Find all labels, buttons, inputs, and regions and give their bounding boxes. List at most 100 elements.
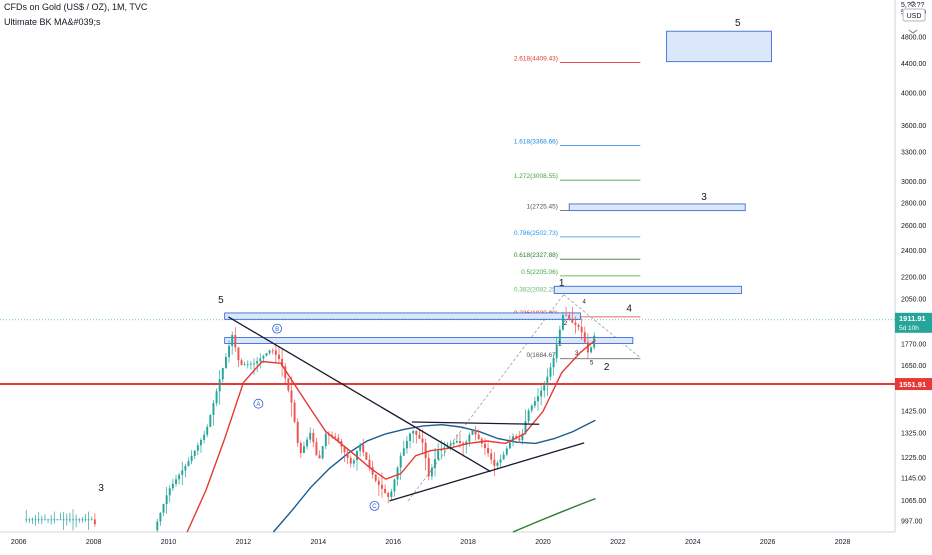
price-axis-bg xyxy=(895,0,932,550)
candle-body xyxy=(487,448,490,454)
y-tick-label: 4800.00 xyxy=(901,34,926,41)
candle-body xyxy=(178,474,181,480)
candle-body xyxy=(368,459,371,468)
candle-body xyxy=(162,504,165,513)
fib-level-label: 1.272(3008.55) xyxy=(514,173,558,180)
x-tick-label: 2008 xyxy=(86,539,102,546)
candle-body xyxy=(287,378,290,391)
candle-body xyxy=(537,396,539,402)
candle-body xyxy=(318,455,321,459)
candle-body xyxy=(168,488,171,496)
candle-body xyxy=(259,358,262,362)
candle-body xyxy=(561,315,564,330)
wave-circle xyxy=(253,398,264,409)
candles xyxy=(25,306,596,532)
candle-body xyxy=(334,436,337,438)
y-tick-label: 1065.00 xyxy=(901,498,926,505)
candle-body xyxy=(518,438,521,441)
candle-body xyxy=(312,432,315,443)
candle-body xyxy=(209,414,212,427)
candle-body xyxy=(50,519,53,521)
chevron-down-icon-path xyxy=(908,29,918,34)
candle-body xyxy=(405,441,408,449)
candle-body xyxy=(200,440,202,446)
target-zone xyxy=(224,337,634,344)
candle-body xyxy=(249,363,252,365)
wave-label: 2 xyxy=(564,321,568,327)
candle-body xyxy=(90,519,93,521)
candle-body xyxy=(324,433,327,447)
candle-body xyxy=(299,442,302,453)
candle-body xyxy=(231,334,234,347)
wave-circle xyxy=(369,500,380,511)
ma-long-line xyxy=(512,497,596,533)
candle-body xyxy=(253,363,255,365)
y-tick-label: 3300.00 xyxy=(901,150,926,157)
candle-body xyxy=(56,519,59,521)
wave-label: 4 xyxy=(583,300,587,306)
candle-body xyxy=(156,521,159,531)
candle-body xyxy=(240,360,243,365)
candle-body xyxy=(415,430,418,435)
candle-body xyxy=(184,465,187,471)
candle-body xyxy=(543,383,546,391)
candle-body xyxy=(237,347,240,361)
candle-body xyxy=(190,455,193,462)
candle-body xyxy=(159,512,162,522)
y-tick-label: 1770.00 xyxy=(901,342,926,349)
y-tick-label: 2600.00 xyxy=(901,223,926,230)
target-zone xyxy=(553,285,742,294)
x-tick-label: 2028 xyxy=(835,539,851,546)
candle-body xyxy=(28,519,31,521)
candle-body xyxy=(87,519,90,521)
candle-body xyxy=(421,438,424,443)
ma-slow-line xyxy=(272,419,596,533)
candle-body xyxy=(59,519,62,521)
wave-circle-label: B xyxy=(272,323,283,334)
x-tick-label: 2022 xyxy=(610,539,626,546)
wave-label: 5 xyxy=(590,360,594,366)
candle-body xyxy=(571,318,574,323)
fib-level-label: 0(1684.67) xyxy=(527,352,558,359)
candle-body xyxy=(437,450,440,460)
candle-body xyxy=(412,430,415,434)
candle-body xyxy=(31,519,34,521)
candle-body xyxy=(455,440,458,443)
candle-body xyxy=(459,440,461,443)
ma-fast-line xyxy=(186,339,596,533)
wave-label: 4 xyxy=(626,303,632,314)
candle-body xyxy=(558,329,561,345)
candle-body xyxy=(474,430,477,435)
candle-body xyxy=(321,446,324,459)
candle-body xyxy=(577,324,580,328)
symbol-title: CFDs on Gold (US$ / OZ), 1M, TVC xyxy=(4,2,148,12)
y-tick-label-top: 5,??.?? xyxy=(901,2,924,9)
candle-body xyxy=(390,491,393,497)
candle-body xyxy=(418,434,421,439)
candle-body xyxy=(34,519,37,521)
candle-body xyxy=(377,480,380,485)
candle-body xyxy=(262,355,265,359)
candle-body xyxy=(346,452,349,458)
y-tick-label: 1650.00 xyxy=(901,363,926,370)
y-tick-label: 2800.00 xyxy=(901,200,926,207)
candle-body xyxy=(583,332,586,343)
candle-body xyxy=(524,421,527,434)
candle-body xyxy=(306,439,309,447)
wave-label: 2 xyxy=(604,362,610,373)
candle-body xyxy=(337,437,340,441)
y-tick-label: 2400.00 xyxy=(901,248,926,255)
candle-body xyxy=(243,364,246,366)
candle-body xyxy=(215,391,218,404)
candle-body xyxy=(281,358,284,367)
candle-body xyxy=(349,457,352,464)
candle-body xyxy=(315,442,318,456)
key-level-label: 1551.91 xyxy=(899,380,926,389)
wave-label: 5 xyxy=(218,295,224,306)
candle-body xyxy=(374,474,377,481)
candle-body xyxy=(65,519,68,521)
fib-level-label: 0.382(2082.25) xyxy=(514,287,558,294)
candle-body xyxy=(181,470,184,475)
wave-circle-label: A xyxy=(253,398,264,409)
